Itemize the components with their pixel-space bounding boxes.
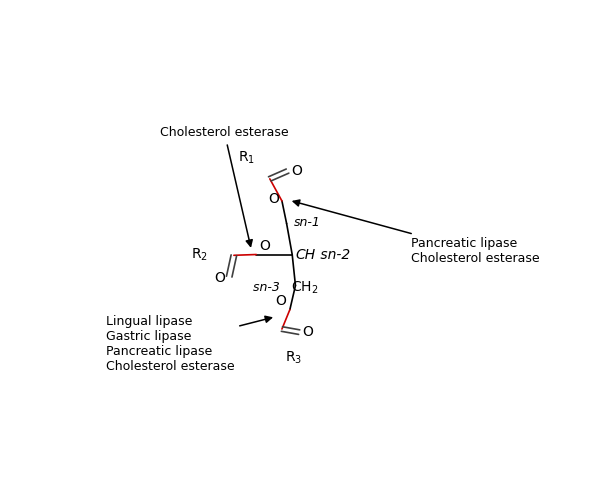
Text: CH: CH — [296, 247, 315, 262]
Text: O: O — [268, 192, 279, 206]
Text: sn-3: sn-3 — [253, 281, 284, 294]
Text: O: O — [214, 271, 226, 285]
Text: Lingual lipase
Gastric lipase
Pancreatic lipase
Cholesterol esterase: Lingual lipase Gastric lipase Pancreatic… — [105, 314, 272, 372]
Text: O: O — [302, 325, 313, 339]
Text: O: O — [275, 294, 286, 307]
Text: Cholesterol esterase: Cholesterol esterase — [160, 127, 289, 246]
Text: O: O — [259, 239, 270, 254]
Text: R$_3$: R$_3$ — [285, 350, 302, 366]
Text: O: O — [291, 164, 302, 178]
Text: CH$_2$: CH$_2$ — [291, 279, 318, 296]
Text: R$_2$: R$_2$ — [191, 247, 208, 264]
Text: R$_1$: R$_1$ — [238, 150, 255, 166]
Text: sn-2: sn-2 — [315, 247, 350, 262]
Text: sn-1: sn-1 — [294, 216, 320, 229]
Text: Pancreatic lipase
Cholesterol esterase: Pancreatic lipase Cholesterol esterase — [293, 200, 540, 265]
